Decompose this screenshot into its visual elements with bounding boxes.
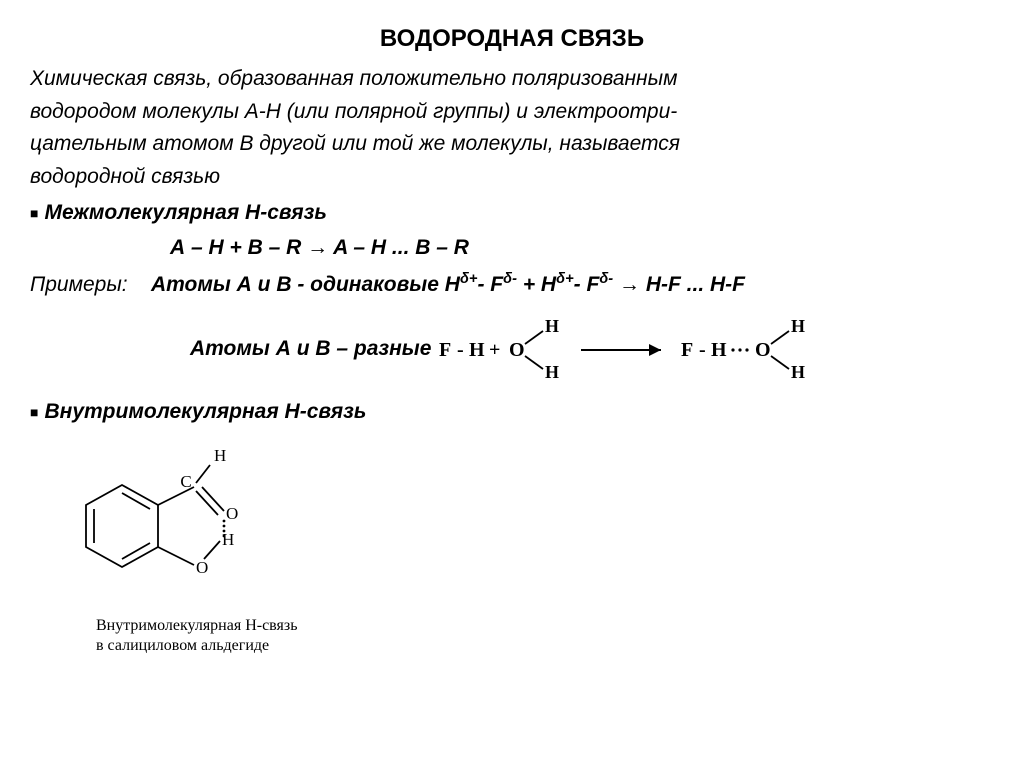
svg-text:F: F bbox=[681, 339, 693, 361]
svg-text:H: H bbox=[469, 339, 485, 361]
svg-text:H: H bbox=[791, 316, 805, 336]
svg-text:F: F bbox=[439, 339, 451, 361]
svg-text:H: H bbox=[545, 362, 559, 382]
hf-c1: δ+ bbox=[460, 271, 478, 287]
definition-line-4: водородной связью bbox=[30, 161, 994, 194]
svg-text:O: O bbox=[226, 504, 238, 523]
hf-f1: - F bbox=[477, 273, 503, 296]
caption-line-1: Внутримолекулярная Н-связь bbox=[96, 616, 994, 637]
hf-c3: δ+ bbox=[556, 271, 574, 287]
page-title: ВОДОРОДНАЯ СВЯЗЬ bbox=[30, 20, 994, 57]
examples-label: Примеры: bbox=[30, 273, 128, 296]
svg-text:H: H bbox=[711, 339, 727, 361]
generic-equation: А – Н + В – R → A – H ... B – R bbox=[30, 232, 994, 265]
different-atoms-row: Атомы А и В – разные F - H + O H H F - H bbox=[30, 316, 994, 382]
svg-text:H: H bbox=[214, 446, 226, 465]
caption-line-2: в салициловом альдегиде bbox=[96, 636, 994, 657]
examples-preface: Атомы А и В - одинаковые bbox=[151, 273, 445, 296]
svg-text:O: O bbox=[196, 558, 208, 577]
intramolecular-heading: ■ Внутримолекулярная Н-связь bbox=[30, 396, 994, 429]
svg-text:+: + bbox=[489, 339, 500, 361]
water-hf-diagram-wrap: F - H + O H H F - H O bbox=[431, 316, 994, 382]
definition-line-2: водородом молекулы А-Н (или полярной гру… bbox=[30, 96, 994, 129]
intermolecular-heading-text: Межмолекулярная Н-связь bbox=[44, 201, 326, 224]
definition-line-3: цательным атомом В другой или той же мол… bbox=[30, 128, 994, 161]
salicyl-caption: Внутримолекулярная Н-связь в салициловом… bbox=[74, 616, 994, 658]
water-hf-diagram: F - H + O H H F - H O bbox=[431, 316, 851, 382]
hf-f2: - F bbox=[574, 273, 600, 296]
hf-h1: H bbox=[445, 273, 460, 296]
salicyl-aldehyde-diagram: C H O O H bbox=[74, 439, 274, 614]
intermolecular-heading: ■ Межмолекулярная Н-связь bbox=[30, 197, 994, 230]
examples-same-atoms: Атомы А и В - одинаковые Hδ+- Fδ- + Hδ+-… bbox=[151, 273, 745, 296]
svg-text:O: O bbox=[755, 339, 771, 361]
bullet-icon-2: ■ bbox=[30, 402, 38, 424]
intramolecular-heading-text: Внутримолекулярная Н-связь bbox=[44, 400, 366, 423]
definition-line-1: Химическая связь, образованная положител… bbox=[30, 63, 994, 96]
examples-line: Примеры: Атомы А и В - одинаковые Hδ+- F… bbox=[30, 268, 994, 302]
svg-text:-: - bbox=[457, 339, 464, 361]
svg-text:H: H bbox=[222, 530, 234, 549]
different-atoms-label: Атомы А и В – разные bbox=[30, 333, 431, 366]
hf-c2: δ- bbox=[503, 271, 517, 287]
salicyl-diagram-wrap: C H O O H Внутримолекулярная Н-связь в с… bbox=[30, 439, 994, 658]
hf-arrow: → H-F ... H-F bbox=[613, 273, 745, 296]
svg-text:O: O bbox=[509, 339, 525, 361]
hf-plus: + H bbox=[517, 273, 556, 296]
svg-text:H: H bbox=[791, 362, 805, 382]
svg-text:H: H bbox=[545, 316, 559, 336]
hf-c4: δ- bbox=[599, 271, 613, 287]
bullet-icon: ■ bbox=[30, 203, 38, 225]
svg-text:-: - bbox=[699, 339, 706, 361]
svg-text:C: C bbox=[180, 472, 191, 491]
